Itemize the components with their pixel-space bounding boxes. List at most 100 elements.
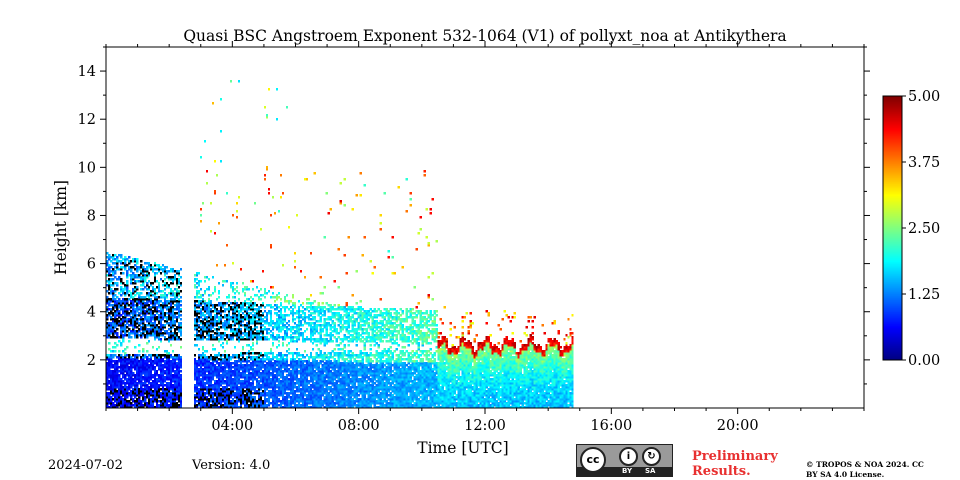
colorbar: 0.00 1.25 2.50 3.75 5.00 xyxy=(882,89,940,369)
colorbar-segment xyxy=(883,144,902,147)
copyright-label: © TROPOS & NOA 2024. CC BY SA 4.0 Licens… xyxy=(806,460,924,479)
x-tick-label: 08:00 xyxy=(338,418,380,434)
colorbar-segment xyxy=(883,150,902,153)
colorbar-segment xyxy=(883,192,902,195)
colorbar-segment xyxy=(883,324,902,327)
colorbar-segment xyxy=(883,184,902,187)
colorbar-segment xyxy=(883,164,902,167)
y-tick-label: 4 xyxy=(87,305,96,321)
colorbar-segment xyxy=(883,166,902,169)
colorbar-segment xyxy=(883,140,902,143)
colorbar-segment xyxy=(883,202,902,205)
colorbar-segment xyxy=(883,354,902,357)
date-label: 2024-07-02 xyxy=(48,458,123,473)
colorbar-segment xyxy=(883,176,902,179)
y-tick-label: 6 xyxy=(87,257,96,273)
colorbar-segment xyxy=(883,112,902,115)
colorbar-segment xyxy=(883,216,902,219)
colorbar-tick-label: 5.00 xyxy=(908,89,940,105)
colorbar-segment xyxy=(883,110,902,113)
colorbar-tick-label: 0.00 xyxy=(908,353,940,369)
colorbar-segment xyxy=(883,170,902,173)
colorbar-segment xyxy=(883,240,902,243)
colorbar-segment xyxy=(883,226,902,229)
colorbar-segment xyxy=(883,348,902,351)
colorbar-segment xyxy=(883,260,902,263)
colorbar-segment xyxy=(883,210,902,213)
colorbar-segment xyxy=(883,276,902,279)
colorbar-segment xyxy=(883,218,902,221)
colorbar-segment xyxy=(883,268,902,271)
colorbar-segment xyxy=(883,158,902,161)
colorbar-segment xyxy=(883,180,902,183)
colorbar-segment xyxy=(883,316,902,319)
colorbar-segment xyxy=(883,270,902,273)
x-tick-label: 16:00 xyxy=(590,418,632,434)
colorbar-segment xyxy=(883,262,902,265)
colorbar-segment xyxy=(883,168,902,171)
colorbar-segment xyxy=(883,318,902,321)
colorbar-segment xyxy=(883,198,902,201)
colorbar-segment xyxy=(883,294,902,297)
colorbar-segment xyxy=(883,220,902,223)
colorbar-segment xyxy=(883,142,902,145)
colorbar-segment xyxy=(883,338,902,341)
colorbar-segment xyxy=(883,248,902,251)
colorbar-segment xyxy=(883,288,902,291)
colorbar-segment xyxy=(883,334,902,337)
colorbar-segment xyxy=(883,234,902,237)
x-tick-label: 12:00 xyxy=(464,418,506,434)
colorbar-segment xyxy=(883,296,902,299)
colorbar-segment xyxy=(883,178,902,181)
colorbar-segment xyxy=(883,186,902,189)
colorbar-segment xyxy=(883,154,902,157)
colorbar-segment xyxy=(883,126,902,129)
colorbar-segment xyxy=(883,330,902,333)
colorbar-segment xyxy=(883,356,902,359)
colorbar-segment xyxy=(883,300,902,303)
colorbar-segment xyxy=(883,146,902,149)
colorbar-segment xyxy=(883,292,902,295)
colorbar-segment xyxy=(883,304,902,307)
colorbar-segment xyxy=(883,254,902,257)
colorbar-segment xyxy=(883,264,902,267)
colorbar-segment xyxy=(883,282,902,285)
colorbar-segment xyxy=(883,278,902,281)
colorbar-segment xyxy=(883,232,902,235)
colorbar-segment xyxy=(883,128,902,131)
y-tick-label: 14 xyxy=(78,64,96,80)
colorbar-segment xyxy=(883,228,902,231)
colorbar-segment xyxy=(883,224,902,227)
colorbar-segment xyxy=(883,122,902,125)
colorbar-segment xyxy=(883,138,902,141)
colorbar-segment xyxy=(883,188,902,191)
y-tick-label: 2 xyxy=(87,353,96,369)
colorbar-segment xyxy=(883,286,902,289)
colorbar-segment xyxy=(883,242,902,245)
version-label: Version: 4.0 xyxy=(192,458,271,473)
colorbar-segment xyxy=(883,320,902,323)
colorbar-segment xyxy=(883,246,902,249)
person-icon: i xyxy=(619,447,638,466)
colorbar-segment xyxy=(883,194,902,197)
colorbar-segment xyxy=(883,306,902,309)
colorbar-segment xyxy=(883,258,902,261)
colorbar-segment xyxy=(883,272,902,275)
colorbar-segment xyxy=(883,256,902,259)
colorbar-segment xyxy=(883,120,902,123)
colorbar-tick-label: 2.50 xyxy=(908,221,940,237)
x-axis-label: Time [UTC] xyxy=(417,439,508,457)
colorbar-segment xyxy=(883,104,902,107)
axes: 04:00 08:00 12:00 16:00 20:00 2 4 6 8 10 12 14 xyxy=(78,41,870,434)
colorbar-segment xyxy=(883,352,902,355)
sa-label: SA xyxy=(645,467,656,475)
badge-strip xyxy=(577,467,672,476)
colorbar-tick-label: 3.75 xyxy=(908,155,940,171)
colorbar-segment xyxy=(883,346,902,349)
colorbar-segment xyxy=(883,244,902,247)
colorbar-segment xyxy=(883,174,902,177)
colorbar-segment xyxy=(883,206,902,209)
colorbar-segment xyxy=(883,328,902,331)
cc-license-badge: cc i ↻ BY SA xyxy=(576,444,673,477)
colorbar-segment xyxy=(883,190,902,193)
